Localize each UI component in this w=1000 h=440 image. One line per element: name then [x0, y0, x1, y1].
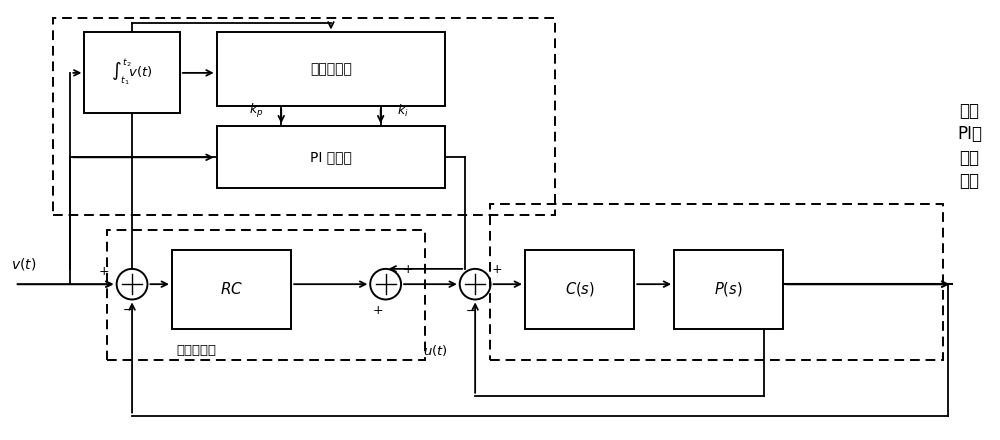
- Bar: [217, 126, 445, 188]
- Text: +: +: [492, 263, 502, 276]
- Text: 预测控制器: 预测控制器: [310, 62, 352, 77]
- Text: $C(s)$: $C(s)$: [565, 280, 595, 298]
- Text: +: +: [402, 263, 413, 276]
- Bar: [217, 33, 445, 106]
- Text: $-$: $-$: [465, 304, 476, 317]
- Text: $P(s)$: $P(s)$: [714, 280, 743, 298]
- Text: $k_i$: $k_i$: [397, 103, 408, 119]
- Text: $k_p$: $k_p$: [249, 103, 263, 121]
- Text: 重复控制器: 重复控制器: [177, 344, 217, 357]
- Bar: [84, 33, 180, 114]
- Bar: [674, 249, 783, 329]
- Text: $\int_{t_1}^{t_2}\!v(t)$: $\int_{t_1}^{t_2}\!v(t)$: [111, 58, 153, 88]
- Bar: [525, 249, 634, 329]
- Text: $v(t)$: $v(t)$: [11, 257, 36, 272]
- Text: 预测
PI联
合控
制器: 预测 PI联 合控 制器: [957, 102, 982, 191]
- Text: $RC$: $RC$: [220, 281, 243, 297]
- Bar: [490, 204, 943, 360]
- Bar: [172, 249, 291, 329]
- Text: $-$: $-$: [122, 303, 133, 316]
- Text: +: +: [99, 265, 110, 278]
- Text: $u(t)$: $u(t)$: [423, 343, 448, 358]
- Bar: [53, 18, 555, 215]
- Text: +: +: [372, 304, 383, 317]
- Bar: [107, 230, 425, 360]
- Text: PI 控制器: PI 控制器: [310, 150, 352, 164]
